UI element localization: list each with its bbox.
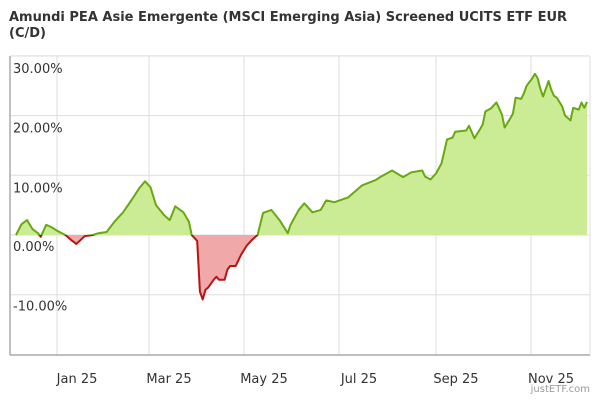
y-tick-label: 10.00% [13,181,63,196]
x-tick-label: Jan 25 [56,372,98,387]
positive-area [16,73,587,235]
y-tick-label: 20.00% [13,122,63,137]
x-tick-label: Mar 25 [146,372,191,387]
credit-label: justETF.com [530,384,590,395]
x-tick-label: Jul 25 [340,372,377,387]
x-tick-label: Nov 25 [528,372,574,387]
y-tick-label: 0.00% [13,240,54,255]
positive-line [15,72,588,235]
y-tick-label: -10.00% [13,300,67,315]
x-tick-label: May 25 [240,372,288,387]
chart-title: Amundi PEA Asie Emergente (MSCI Emerging… [9,10,568,41]
x-tick-label: Sep 25 [433,372,478,387]
y-tick-label: 30.00% [13,62,63,77]
